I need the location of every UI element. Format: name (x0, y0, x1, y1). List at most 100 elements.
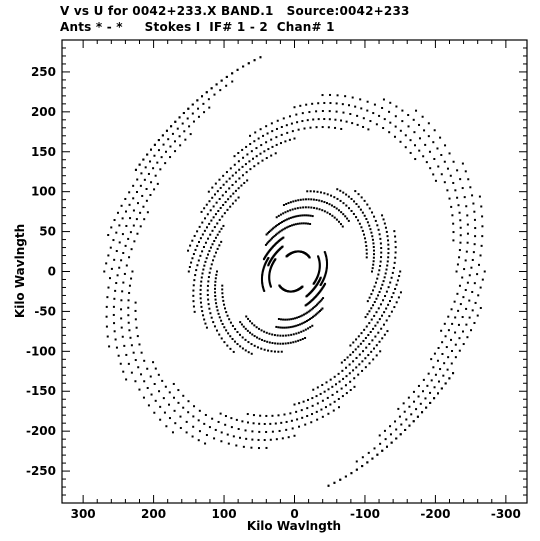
uv-point (134, 309, 137, 312)
uv-point (292, 333, 295, 336)
uv-point (282, 236, 285, 239)
uv-point (409, 139, 412, 142)
uv-point (354, 105, 357, 108)
uv-point (470, 266, 473, 269)
uv-point (318, 268, 321, 271)
uv-point (436, 359, 439, 362)
uv-point (291, 224, 294, 227)
uv-point (374, 324, 377, 327)
uv-point (247, 351, 250, 354)
uv-point (325, 257, 328, 260)
uv-point (296, 121, 299, 124)
uv-point (263, 439, 266, 442)
uv-point (306, 311, 309, 314)
uv-point (203, 422, 206, 425)
uv-point (200, 305, 203, 308)
uv-point (386, 235, 389, 238)
uv-point (311, 324, 314, 327)
uv-point (213, 325, 216, 328)
uv-point (221, 194, 224, 197)
uv-point (412, 118, 415, 121)
uv-point (316, 402, 319, 405)
uv-point (350, 209, 353, 212)
uv-point (345, 366, 348, 369)
uv-point (228, 177, 231, 180)
uv-point (377, 331, 380, 334)
uv-point (293, 434, 296, 437)
uv-point (203, 207, 206, 210)
uv-point (329, 102, 332, 105)
uv-point (153, 411, 156, 414)
uv-point (324, 282, 327, 285)
uv-point (340, 119, 343, 122)
uv-point (405, 418, 408, 421)
uv-point (433, 129, 436, 132)
uv-point (120, 204, 123, 207)
uv-point (189, 133, 192, 136)
uv-point (294, 207, 297, 210)
uv-point (341, 225, 344, 228)
uv-point (368, 224, 371, 227)
uv-point (302, 329, 305, 332)
uv-point (259, 152, 262, 155)
uv-point (466, 223, 469, 226)
uv-point (305, 319, 308, 322)
uv-point (197, 115, 200, 118)
uv-point (173, 409, 176, 412)
uv-point (128, 191, 131, 194)
uv-point (164, 150, 167, 153)
uv-point (320, 308, 323, 311)
uv-point (457, 204, 460, 207)
uv-point (159, 405, 162, 408)
uv-point (275, 325, 278, 328)
uv-point (292, 200, 295, 203)
uv-point (301, 112, 304, 115)
uv-point (301, 338, 304, 341)
uv-point (461, 276, 464, 279)
uv-point (153, 188, 156, 191)
uv-point (232, 192, 235, 195)
uv-point (129, 217, 132, 220)
uv-point (130, 371, 133, 374)
uv-point (368, 322, 371, 325)
uv-point (350, 472, 353, 475)
uv-point (150, 181, 153, 184)
uv-point (408, 424, 411, 427)
uv-point (115, 250, 118, 253)
uv-point (192, 415, 195, 418)
uv-point (296, 222, 299, 225)
uv-point (360, 226, 363, 229)
uv-point (341, 369, 344, 372)
uv-point (443, 160, 446, 163)
uv-point (335, 110, 338, 113)
uv-point (317, 255, 320, 258)
uv-point (358, 363, 361, 366)
uv-point (372, 245, 375, 248)
uv-point (356, 123, 359, 126)
uv-point (439, 368, 442, 371)
uv-point (465, 323, 468, 326)
uv-point (468, 299, 471, 302)
uv-point (173, 140, 176, 143)
x-tick-label: 200 (141, 507, 166, 521)
uv-point (264, 262, 267, 265)
uv-point (318, 266, 321, 269)
uv-point (359, 208, 362, 211)
uv-point (246, 153, 249, 156)
uv-point (357, 335, 360, 338)
uv-point (363, 237, 366, 240)
uv-point (451, 322, 454, 325)
uv-point (382, 127, 385, 130)
uv-point (299, 198, 302, 201)
uv-point (324, 273, 327, 276)
uv-point (207, 190, 210, 193)
uv-point (188, 125, 191, 128)
uv-point (402, 402, 405, 405)
uv-point (383, 333, 386, 336)
uv-point (217, 210, 220, 213)
uv-point (336, 94, 339, 97)
uv-point (276, 342, 279, 345)
uv-point (318, 269, 321, 272)
uv-point (430, 358, 433, 361)
uv-point (247, 317, 250, 320)
